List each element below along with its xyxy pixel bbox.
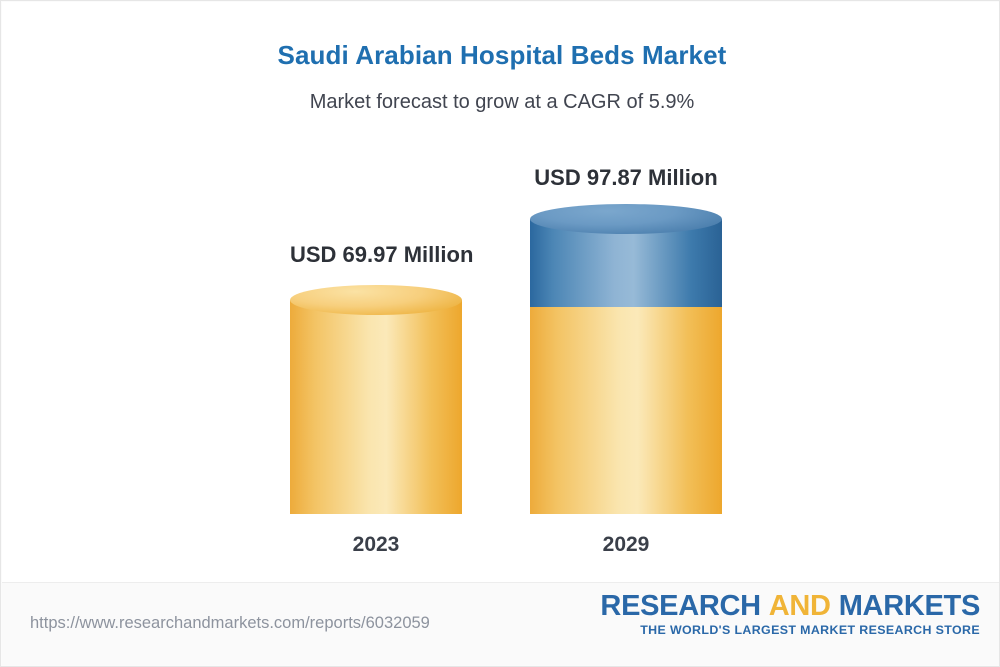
footer: https://www.researchandmarkets.com/repor… xyxy=(2,582,999,665)
bar-segment-base-2029 xyxy=(530,307,722,514)
bar-top-cap-2029 xyxy=(530,204,722,234)
bar-segment-base-2023 xyxy=(290,300,462,514)
brand-word-research: RESEARCH xyxy=(600,590,761,622)
bar-cylinder-2029 xyxy=(530,204,722,514)
brand-logo: RESEARCH AND MARKETS THE WORLD'S LARGEST M… xyxy=(600,591,980,638)
category-label-2023: 2023 xyxy=(352,533,400,556)
brand-word-and: AND xyxy=(768,590,831,622)
bar-top-cap-2023 xyxy=(290,285,462,315)
bar-value-label-2029: USD 97.87 Million xyxy=(534,165,718,190)
brand-word-markets: MARKETS xyxy=(838,590,981,622)
brand-tagline: THE WORLD'S LARGEST MARKET RESEARCH STOR… xyxy=(640,623,980,638)
plot-area: Saudi Arabian Hospital Beds Market Marke… xyxy=(2,2,999,585)
bar-value-label-2023: USD 69.97 Million xyxy=(290,242,474,267)
source-url-link[interactable]: https://www.researchandmarkets.com/repor… xyxy=(30,614,430,632)
category-label-2029: 2029 xyxy=(602,533,650,556)
brand-wordmark: RESEARCH AND MARKETS xyxy=(600,591,980,621)
chart-subtitle: Market forecast to grow at a CAGR of 5.9… xyxy=(309,91,695,113)
bar-cylinder-2023 xyxy=(290,285,462,514)
page-title: Saudi Arabian Hospital Beds Market xyxy=(277,40,727,70)
